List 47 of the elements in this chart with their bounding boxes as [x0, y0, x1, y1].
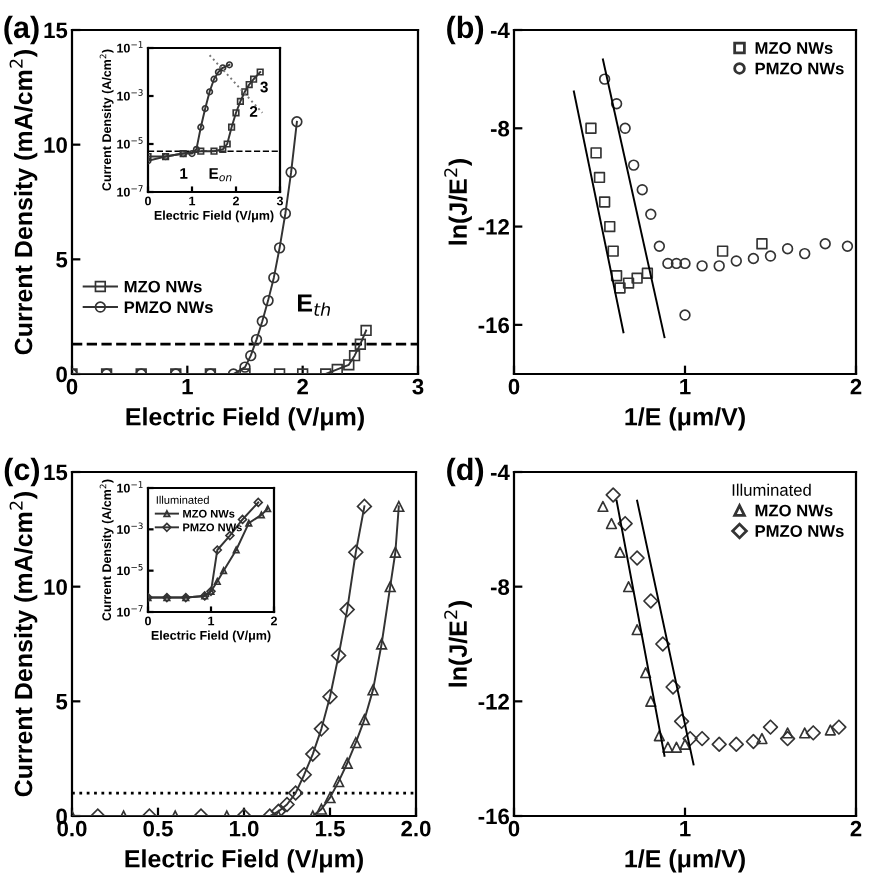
- x-tick-label: 2: [850, 820, 862, 837]
- y-tick-label: -16: [478, 808, 510, 825]
- x-tick-label: 1: [182, 378, 193, 395]
- legend-label: MZO NWs: [755, 42, 833, 54]
- x-axis-title: 1/E (μm/V): [625, 407, 745, 431]
- y-tick-label: 15: [44, 464, 68, 481]
- y-tick-label: 10: [44, 579, 67, 595]
- x-tick-label: 1.5: [315, 820, 345, 837]
- chart-title: (a): [4, 15, 39, 45]
- y-tick-label: 5: [56, 252, 68, 268]
- y-tick-label: -16: [478, 317, 510, 334]
- x-tick-label: 3: [412, 378, 424, 395]
- chart-title: (b): [447, 15, 484, 45]
- x-tick-label: 0.0: [57, 820, 87, 837]
- y-axis-title: ln(J/E$^{2}$): [444, 601, 472, 687]
- legend-title: Illuminated: [732, 483, 811, 496]
- y-tick-label: -4: [490, 464, 510, 481]
- y-axis-title: ln(J/E$^{2}$): [444, 159, 472, 245]
- y-tick-label: 10: [44, 137, 67, 153]
- x-axis-title: Electric Field (V/μm): [126, 407, 364, 431]
- y-axis-title: Current Density (mA/cm$^{2}$): [9, 50, 38, 355]
- legend-label: PMZO NWs: [755, 525, 844, 537]
- y-tick-label: -12: [478, 219, 509, 235]
- legend-label: PMZO NWs: [755, 62, 844, 75]
- legend-label: PMZO NWs: [124, 301, 213, 314]
- annotation: E$_{th}$: [298, 294, 330, 316]
- y-tick-label: -12: [478, 693, 509, 710]
- y-tick-label: -4: [490, 22, 510, 39]
- y-tick-label: -8: [490, 120, 510, 137]
- x-tick-label: 0.5: [143, 820, 173, 837]
- x-tick-label: 2: [297, 378, 308, 395]
- x-tick-label: 1.0: [229, 820, 259, 837]
- legend-label: MZO NWs: [755, 504, 833, 517]
- x-tick-label: 1: [680, 820, 691, 837]
- legend-label: MZO NWs: [124, 280, 202, 293]
- x-axis-title: Electric Field (V/μm): [125, 849, 363, 873]
- y-tick-label: 0: [56, 366, 67, 383]
- x-tick-label: 2.0: [401, 820, 431, 837]
- y-tick-label: -8: [490, 579, 510, 595]
- x-axis-title: 1/E (μm/V): [625, 849, 745, 873]
- x-tick-label: 2: [850, 378, 862, 395]
- y-tick-label: 15: [44, 22, 68, 39]
- y-tick-label: 5: [56, 694, 68, 710]
- x-tick-label: 1: [680, 378, 691, 395]
- y-axis-title: Current Density (mA/cm$^{2}$): [9, 492, 38, 797]
- chart-title: (d): [447, 457, 484, 487]
- chart-title: (c): [4, 457, 40, 487]
